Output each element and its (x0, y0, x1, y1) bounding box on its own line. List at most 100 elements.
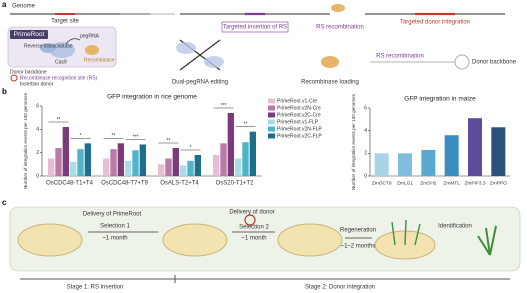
label: Selection 1 (100, 224, 130, 230)
bar (187, 160, 194, 176)
bar (468, 118, 482, 176)
label: Cas9 (55, 59, 67, 65)
label: Recombinase loading (301, 80, 359, 86)
legend-swatch (268, 133, 275, 139)
bar (180, 165, 187, 176)
label: Selection 2 (239, 225, 269, 231)
bar (235, 158, 242, 176)
bar (398, 153, 412, 176)
dish (162, 223, 228, 257)
legend-swatch (268, 119, 275, 125)
legend-swatch (268, 112, 275, 118)
primeroot-tag (10, 30, 48, 39)
x-tick-label: OsALS-T2+T4 (160, 181, 199, 187)
x-tick-label: ZmMTL (443, 180, 460, 186)
backbone-circle (454, 54, 470, 70)
x-tick-label: ZmLG1 (397, 180, 413, 186)
complex (204, 56, 224, 68)
y-tick-label: 0 (364, 173, 367, 179)
y-tick-label: 0 (36, 173, 39, 179)
y-tick-label: 2 (36, 150, 39, 156)
label: PrimeRoot (14, 31, 45, 38)
bar (242, 142, 249, 176)
panel-a: a Genome Target site PrimeRoot pegRNA Re… (2, 0, 517, 87)
chart-title: GFP integration in maize (404, 96, 476, 103)
panel-label: c (2, 198, 7, 207)
label: Recombinase recognition site (RS) (20, 75, 98, 81)
x-tick-label: ZmSH2 (420, 180, 437, 186)
significance-label: ** (112, 133, 116, 139)
chart-title: GFP integration in rice genome (107, 94, 197, 101)
plantlets (391, 219, 421, 246)
bar (77, 149, 84, 176)
legend-label: PrimeRoot.v2N-Cre (277, 105, 321, 111)
label: RS recombination (376, 54, 424, 60)
legend-label: PrimeRoot.v2C-FLP (277, 133, 322, 139)
panel-c: c Delivery of PrimeRoot Selection 1 ~1 m… (2, 198, 521, 291)
label: Donor backbone (10, 69, 47, 75)
legend-swatch (268, 98, 275, 104)
significance-label: ** (57, 117, 61, 123)
x-tick-label: ZmOCT9 (372, 180, 392, 186)
dish (17, 223, 83, 257)
bar (220, 143, 227, 176)
bar (125, 160, 132, 176)
bar (132, 150, 139, 176)
label: Donor backbone (472, 60, 517, 66)
recombinase-shape (331, 4, 345, 12)
x-tick-label: ZmPPO (490, 180, 507, 186)
label: Dual-pegRNA editing (172, 80, 228, 86)
bar (158, 164, 165, 176)
bar (227, 113, 234, 176)
label: ~1–2 months (341, 244, 376, 250)
rs-icon (10, 74, 18, 82)
bar (117, 143, 124, 176)
label: Target site (51, 19, 79, 25)
label: ~1 month (102, 236, 127, 242)
recombinase-shape (321, 56, 339, 68)
y-tick-label: 4 (364, 128, 367, 134)
panel-label: a (2, 0, 7, 9)
y-tick-label: 6 (36, 103, 39, 109)
bar (421, 149, 436, 176)
label: ~1 month (241, 236, 266, 242)
label: Reverse transcriptase (24, 43, 73, 49)
bar (55, 148, 62, 176)
bar (444, 135, 459, 176)
donor-icon (244, 214, 256, 226)
bar (374, 153, 389, 176)
recombinase-shape (85, 45, 99, 55)
x-tick-label: OsCDC48-T7+T9 (101, 181, 149, 187)
label: RS recombination (316, 25, 364, 31)
label: Identification (438, 224, 472, 230)
legend-label: PrimeRoot.v1-FLP (277, 119, 319, 125)
bar (48, 158, 55, 176)
panel-label: b (2, 87, 7, 96)
label: Delivery of PrimeRoot (83, 212, 142, 218)
label: Insertion donor (20, 81, 54, 87)
y-tick-label: 6 (364, 105, 367, 111)
bar (491, 127, 506, 176)
bar (103, 158, 110, 176)
bar (70, 162, 77, 176)
legend-label: PrimeRoot.v2C-Cre (277, 112, 321, 118)
x-tick-label: OsS20-T1+T2 (216, 181, 255, 187)
y-axis-label: Number of integration events per 100 gen… (351, 93, 356, 190)
box (221, 21, 289, 33)
bar (139, 144, 146, 176)
dish (277, 223, 343, 257)
cas9-shape (49, 42, 75, 58)
significance-label: * (190, 145, 192, 151)
label: Delivery of donor (229, 210, 274, 216)
label: Targeted insertion of RS (223, 25, 287, 31)
bar (194, 155, 201, 176)
label: Stage 1: RS insertion (67, 285, 124, 291)
x-tick-label: OsCDC48-T1+T4 (46, 181, 94, 187)
bar (213, 155, 220, 176)
significance-label: ** (167, 138, 171, 144)
legend-label: PrimeRoot.v1-Cre (277, 98, 317, 104)
legend-label: PrimeRoot.v2N-FLP (277, 126, 322, 132)
significance-label: *** (221, 103, 227, 109)
legend-swatch (268, 126, 275, 132)
